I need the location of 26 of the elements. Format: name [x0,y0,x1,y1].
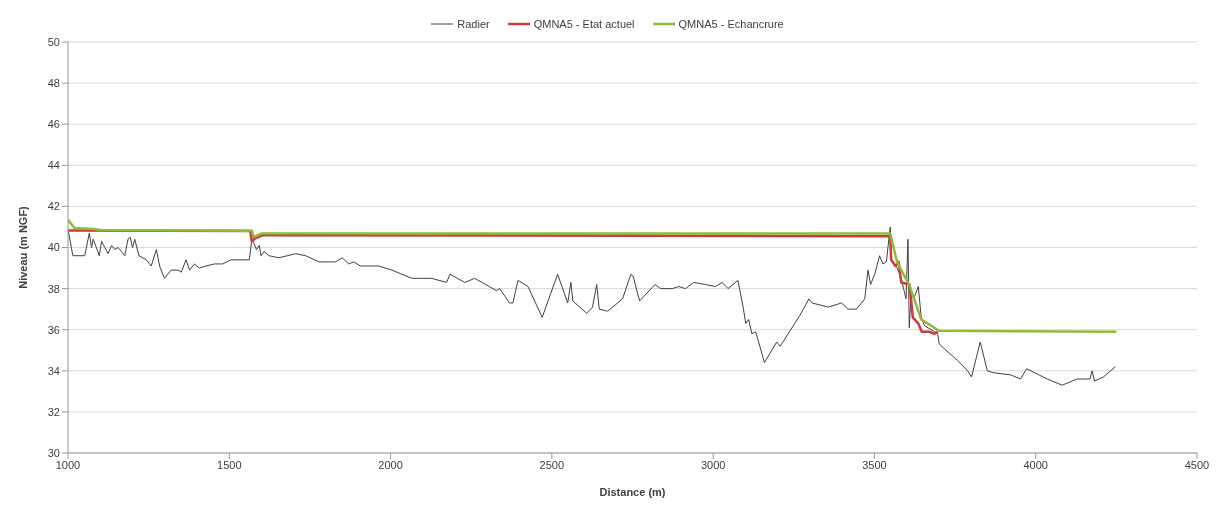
line-series [68,226,1116,386]
y-tick-label: 48 [47,77,60,89]
y-tick-label: 46 [47,118,60,131]
legend-label: QMNA5 - Etat actuel [533,18,635,30]
x-tick-label: 3500 [862,458,887,471]
y-tick-label: 44 [47,159,60,172]
x-tick-label: 1500 [217,458,242,471]
y-tick-label: 40 [47,241,60,254]
x-tick-label: 4500 [1184,458,1210,471]
y-tick-label: 30 [47,446,60,459]
x-axis-title: Distance (m) [599,486,666,498]
y-tick-label: 50 [47,35,60,48]
legend-label: QMNA5 - Echancrure [678,18,784,30]
y-tick-label: 42 [47,200,60,213]
x-tick-label: 3000 [700,458,726,471]
y-tick-label: 36 [47,323,60,336]
y-axis-title: Niveau (m NGF) [16,205,29,289]
x-tick-label: 4000 [1023,458,1048,471]
y-tick-label: 32 [47,405,60,418]
y-tick-label: 34 [47,364,60,377]
y-tick-label: 38 [47,282,60,295]
x-tick-label: 2500 [539,458,565,471]
legend-label: Radier [457,18,490,30]
x-tick-label: 1000 [55,458,81,471]
line-series [68,218,1118,334]
x-tick-label: 2000 [378,458,403,471]
